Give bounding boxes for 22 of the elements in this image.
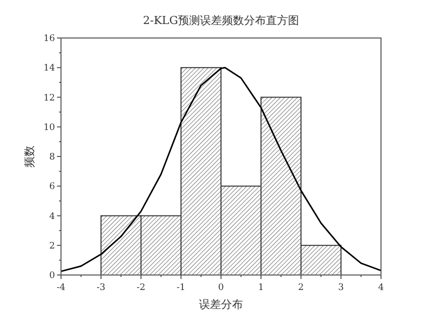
y-tick-label: 12 bbox=[44, 93, 55, 104]
x-tick-label: 2 bbox=[298, 283, 304, 293]
x-tick-label: 0 bbox=[218, 283, 224, 293]
y-axis-title: 频数 bbox=[23, 146, 36, 168]
y-tick-label: 16 bbox=[44, 34, 56, 44]
x-tick-label: 1 bbox=[258, 283, 264, 293]
x-tick-label: -1 bbox=[176, 283, 186, 293]
x-tick-label: 3 bbox=[338, 283, 344, 293]
y-tick-label: 6 bbox=[49, 182, 56, 192]
y-tick-label: 10 bbox=[44, 122, 56, 133]
x-tick-label: -4 bbox=[56, 283, 66, 293]
x-tick-label: -2 bbox=[136, 283, 146, 293]
y-tick-label: 4 bbox=[49, 212, 56, 222]
x-tick-label: 4 bbox=[378, 283, 384, 293]
line-series bbox=[60, 66, 382, 272]
x-tick-label: -3 bbox=[96, 283, 106, 293]
x-axis-title: 误差分布 bbox=[199, 298, 243, 311]
y-tick-label: 14 bbox=[44, 64, 56, 74]
y-tick-label: 2 bbox=[49, 241, 55, 252]
y-tick-label: 0 bbox=[49, 271, 56, 281]
chart-title: 2-KLG预测误差频数分布直方图 bbox=[142, 14, 300, 27]
y-tick-label: 8 bbox=[49, 152, 56, 162]
